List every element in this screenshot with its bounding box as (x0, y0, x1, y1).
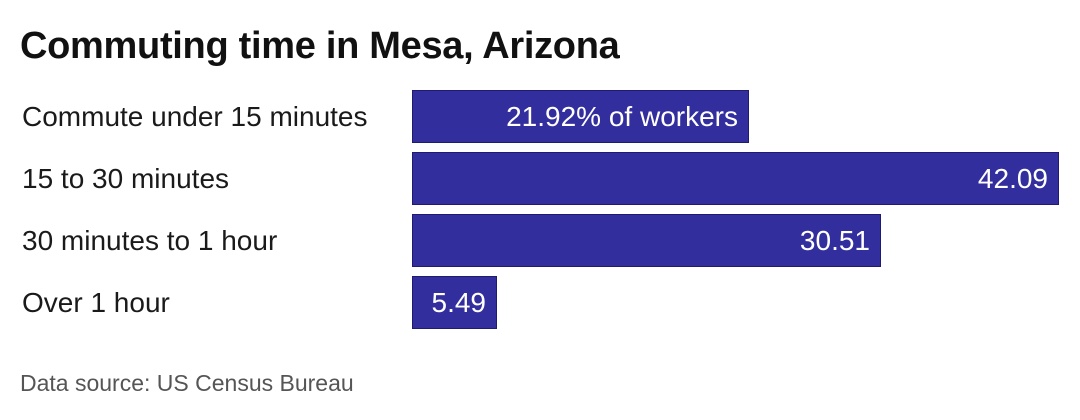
category-label: Over 1 hour (22, 287, 170, 318)
category-label: Commute under 15 minutes (22, 101, 368, 132)
category-label: 15 to 30 minutes (22, 163, 229, 194)
chart-title: Commuting time in Mesa, Arizona (20, 25, 620, 67)
value-label: 5.49 (432, 287, 487, 318)
value-label: 30.51 (800, 225, 870, 256)
bar-chart: Commute under 15 minutes 21.92% of worker… (22, 90, 1059, 329)
bar (412, 214, 881, 267)
data-source-note: Data source: US Census Bureau (20, 370, 354, 396)
bar (412, 152, 1059, 205)
value-label: 21.92% of workers (506, 101, 738, 132)
category-label: 30 minutes to 1 hour (22, 225, 277, 256)
bar (412, 276, 497, 329)
bar (412, 90, 749, 143)
value-label: 42.09 (978, 163, 1048, 194)
